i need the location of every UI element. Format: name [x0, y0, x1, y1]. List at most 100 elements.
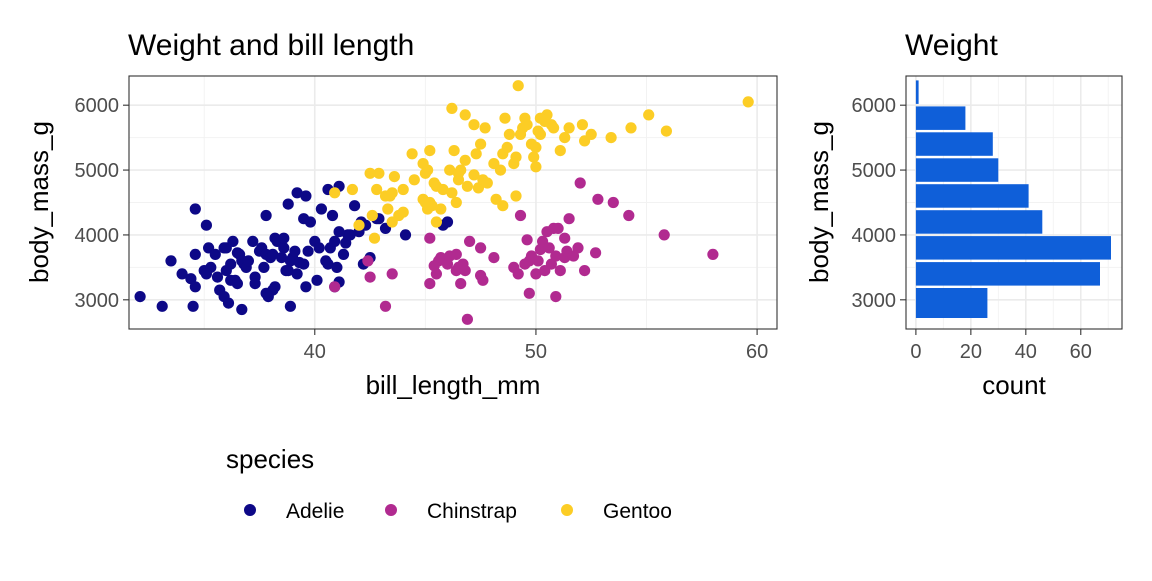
scatter-axes: 40 50 60 3000 4000 5000 6000: [75, 95, 769, 363]
data-point-gentoo: [585, 128, 597, 140]
data-point-adelie: [269, 281, 281, 293]
data-point-chinstrap: [461, 313, 473, 325]
data-point-gentoo: [530, 161, 542, 173]
data-point-chinstrap: [379, 300, 392, 312]
data-point-adelie: [278, 242, 290, 254]
scatter-x-axis-label: bill_length_mm: [366, 370, 541, 400]
scatter-y-tick-label: 5000: [75, 160, 120, 182]
data-point-adelie: [267, 248, 279, 260]
histogram-x-tick-label: 0: [910, 341, 921, 363]
histogram-y-tick-label: 5000: [852, 160, 897, 182]
histogram-x-tick-label: 40: [1015, 341, 1037, 363]
data-point-gentoo: [559, 132, 571, 144]
histogram-bar: [915, 288, 988, 318]
data-point-adelie: [176, 268, 188, 280]
data-point-gentoo: [386, 187, 398, 199]
histogram-bar: [915, 106, 966, 130]
histogram-y-tick-label: 4000: [852, 225, 897, 247]
data-point-gentoo: [452, 167, 465, 179]
data-point-adelie: [291, 187, 303, 199]
data-point-adelie: [165, 255, 177, 267]
histogram-y-tick-label: 6000: [852, 95, 897, 117]
data-point-gentoo: [576, 119, 589, 131]
data-point-adelie: [189, 281, 201, 293]
data-point-gentoo: [643, 109, 655, 121]
scatter-title: Weight and bill length: [128, 29, 414, 62]
histogram-axes: 0 20 40 60 3000 4000 5000 6000: [852, 95, 1092, 363]
data-point-gentoo: [503, 128, 515, 140]
scatter-y-tick-label: 3000: [75, 290, 120, 312]
data-point-gentoo: [534, 128, 547, 140]
scatter-points: [134, 80, 754, 325]
data-point-adelie: [344, 229, 356, 241]
data-point-chinstrap: [550, 291, 562, 303]
histogram-x-tick-label: 20: [960, 341, 982, 363]
data-point-chinstrap: [550, 250, 562, 262]
data-point-adelie: [329, 235, 341, 247]
data-point-adelie: [349, 200, 361, 212]
data-point-adelie: [225, 258, 237, 270]
data-point-gentoo: [388, 171, 400, 183]
data-point-gentoo: [459, 154, 471, 166]
data-point-chinstrap: [521, 234, 533, 246]
data-point-adelie: [227, 235, 239, 247]
data-point-gentoo: [468, 119, 480, 131]
data-point-adelie: [441, 216, 454, 228]
histogram-bar: [915, 158, 999, 182]
data-point-gentoo: [497, 200, 509, 212]
data-point-adelie: [156, 300, 168, 312]
data-point-adelie: [189, 203, 201, 215]
data-point-adelie: [311, 274, 323, 286]
data-point-gentoo: [397, 183, 409, 196]
data-point-gentoo: [479, 122, 491, 134]
data-point-gentoo: [446, 102, 458, 114]
data-point-chinstrap: [329, 281, 341, 293]
histogram-x-tick-label: 60: [1070, 341, 1092, 363]
data-point-gentoo: [510, 151, 522, 163]
data-point-adelie: [298, 213, 310, 225]
histogram-panel: Weight 0 20 40 60 3000 4000 5000 6000 count bod…: [804, 29, 1123, 400]
data-point-gentoo: [366, 209, 378, 222]
scatter-y-tick-label: 6000: [75, 95, 120, 117]
data-point-chinstrap: [488, 252, 500, 264]
data-point-gentoo: [422, 164, 434, 176]
histogram-title: Weight: [905, 29, 998, 62]
histogram-bar: [915, 210, 1043, 234]
data-point-gentoo: [475, 138, 487, 150]
data-point-adelie: [399, 229, 412, 241]
data-point-gentoo: [430, 216, 442, 228]
data-point-adelie: [187, 300, 199, 312]
histogram-y-tick-label: 3000: [852, 290, 897, 312]
data-point-adelie: [211, 271, 224, 283]
histogram-panel-border: [905, 75, 1123, 330]
data-point-adelie: [276, 252, 288, 264]
data-point-chinstrap: [464, 235, 476, 247]
data-point-gentoo: [625, 122, 637, 134]
legend-items: Adelie Chinstrap Gentoo: [244, 500, 672, 523]
data-point-adelie: [291, 268, 303, 280]
data-point-chinstrap: [364, 271, 376, 283]
data-point-adelie: [189, 248, 201, 260]
data-point-gentoo: [364, 167, 376, 179]
scatter-panel-border: [128, 75, 778, 330]
data-point-chinstrap: [658, 229, 670, 241]
data-point-gentoo: [742, 96, 754, 108]
data-point-chinstrap: [574, 177, 586, 189]
histogram-bar: [915, 132, 993, 156]
data-point-chinstrap: [530, 268, 542, 280]
data-point-adelie: [209, 248, 221, 260]
data-point-chinstrap: [623, 209, 635, 222]
data-point-gentoo: [481, 177, 493, 189]
data-point-adelie: [298, 258, 310, 270]
data-point-gentoo: [605, 132, 617, 144]
data-point-gentoo: [468, 169, 480, 181]
data-point-adelie: [302, 245, 314, 257]
data-point-adelie: [337, 248, 350, 260]
data-point-adelie: [242, 255, 254, 267]
data-point-gentoo: [371, 183, 383, 196]
histogram-bar: [915, 236, 1111, 260]
data-point-gentoo: [353, 219, 365, 231]
scatter-panel: Weight and bill length 40 50 60 3000 4000 500…: [24, 29, 778, 400]
